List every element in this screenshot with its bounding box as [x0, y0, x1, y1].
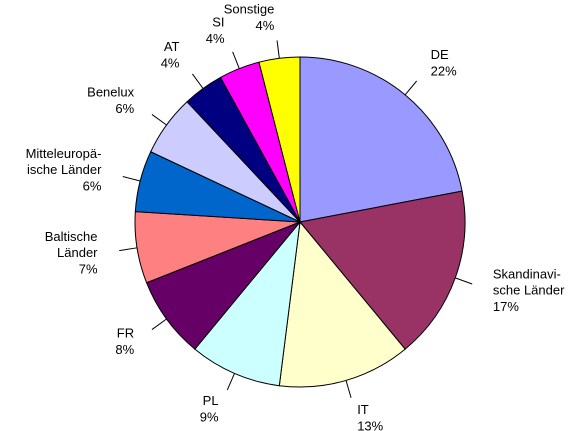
- pie-slice: [299, 56, 463, 223]
- value-label: 22%: [431, 63, 457, 78]
- leader-line: [276, 40, 280, 59]
- leader-line: [345, 380, 352, 398]
- leader-line: [122, 176, 141, 182]
- leader-line: [119, 247, 138, 252]
- leader-line: [232, 51, 240, 69]
- category-label: FR: [117, 326, 134, 341]
- slice-label: PL9%: [200, 394, 219, 425]
- category-label: Benelux: [87, 85, 134, 100]
- leader-line: [192, 73, 204, 89]
- pie-slice: [278, 220, 406, 388]
- leader-line: [151, 318, 167, 330]
- pie-slice: [194, 220, 301, 387]
- value-label: 6%: [115, 101, 134, 116]
- slice-label: FR8%: [115, 326, 134, 357]
- value-label: 9%: [200, 410, 219, 425]
- leader-line: [404, 80, 418, 96]
- slice-label: SI4%: [206, 15, 225, 46]
- category-label: Mitteleuropä-ische Länder: [26, 146, 103, 177]
- category-label: SI: [212, 15, 224, 30]
- value-label: 4%: [256, 18, 275, 33]
- category-label: Skandinavi-sche Länder: [493, 267, 565, 298]
- category-label: AT: [164, 40, 180, 55]
- category-label: Baltische Länder: [45, 230, 98, 261]
- leader-line: [226, 373, 235, 391]
- value-label: 4%: [161, 56, 180, 71]
- pie-slice: [299, 190, 466, 350]
- value-label: 13%: [357, 418, 383, 431]
- value-label: 17%: [493, 299, 519, 314]
- category-label: PL: [203, 394, 219, 409]
- category-label: IT: [357, 402, 369, 417]
- value-label: 8%: [115, 342, 134, 357]
- value-label: 4%: [206, 31, 225, 46]
- category-label: Sonstige: [224, 2, 275, 17]
- leader-line: [151, 114, 167, 126]
- category-label: DE: [431, 47, 449, 62]
- value-label: 6%: [83, 178, 102, 193]
- leader-line: [455, 277, 473, 285]
- slice-label: AT4%: [161, 40, 180, 71]
- value-label: 7%: [79, 262, 98, 277]
